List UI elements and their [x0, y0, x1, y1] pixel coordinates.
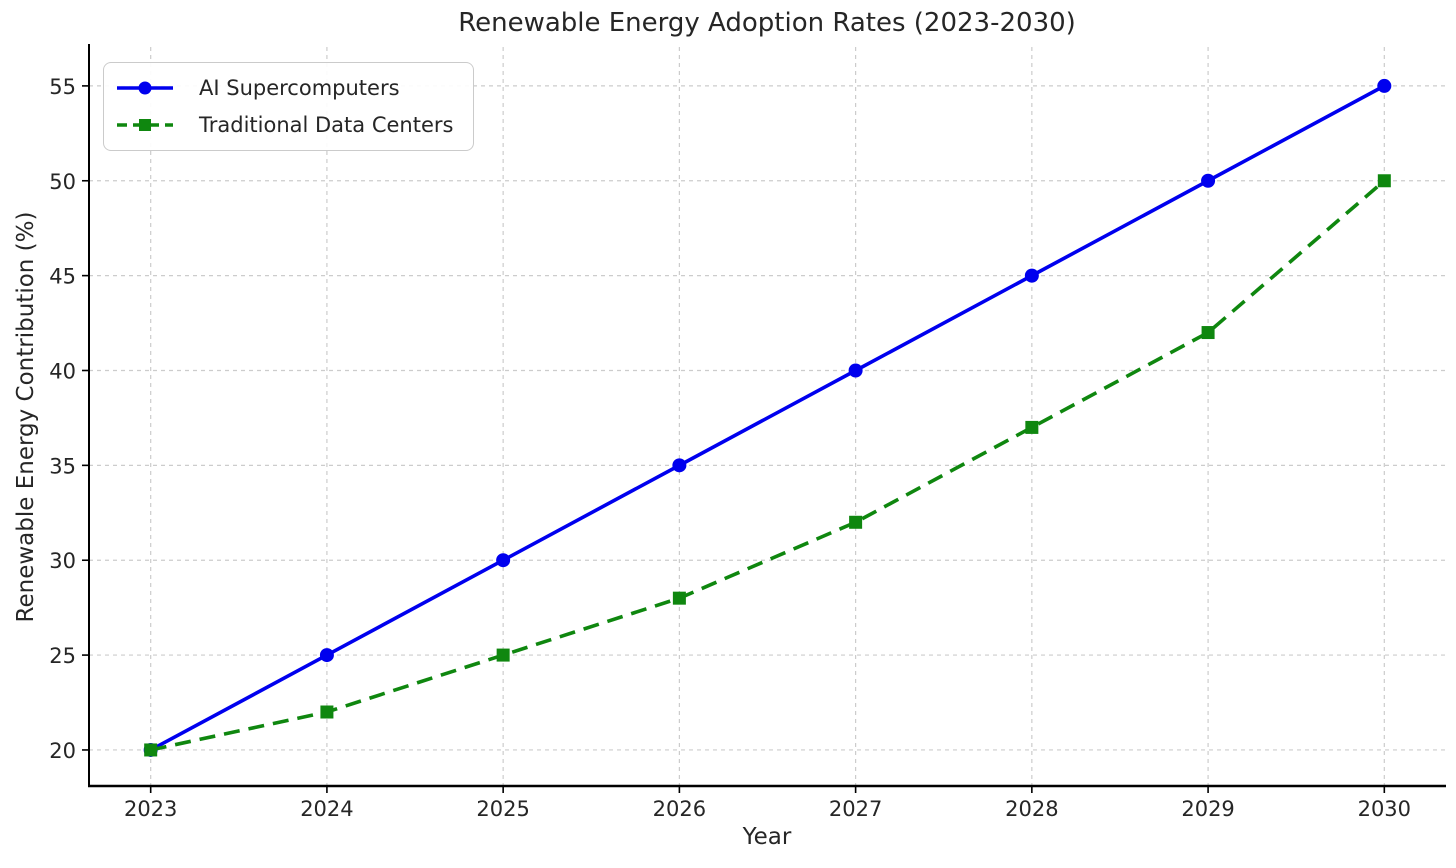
legend-marker-circle	[138, 81, 152, 95]
data-point-square	[849, 515, 863, 529]
data-point-circle	[672, 458, 687, 473]
series-line-0	[149, 84, 1386, 752]
y-tick-label: 35	[49, 454, 76, 478]
data-point-square	[144, 743, 158, 757]
series-line-1	[150, 179, 1386, 752]
data-point-circle	[319, 648, 334, 663]
data-point-square	[672, 591, 686, 605]
x-tick-label: 2024	[300, 797, 353, 821]
y-tick-label: 45	[49, 265, 76, 289]
legend: AI Supercomputers Traditional Data Cente…	[103, 62, 475, 151]
legend-swatch-solid-circle-icon	[117, 81, 173, 95]
data-point-circle	[1377, 78, 1392, 93]
data-point-square	[496, 648, 510, 662]
data-point-square	[320, 705, 334, 719]
legend-swatch-dashed-square-icon	[117, 119, 173, 131]
data-point-circle	[848, 363, 863, 378]
data-point-square	[1201, 326, 1215, 340]
x-tick-label: 2030	[1358, 797, 1411, 821]
y-tick-label: 55	[49, 75, 76, 99]
data-point-square	[1377, 174, 1391, 188]
x-tick-label: 2025	[476, 797, 529, 821]
legend-label: AI Supercomputers	[199, 76, 400, 100]
y-tick-label: 20	[49, 739, 76, 763]
y-tick-label: 30	[49, 549, 76, 573]
y-tick-label: 50	[49, 170, 76, 194]
data-point-circle	[1024, 268, 1039, 283]
y-axis-label: Renewable Energy Contribution (%)	[13, 211, 39, 623]
x-tick-label: 2029	[1181, 797, 1234, 821]
chart-title: Renewable Energy Adoption Rates (2023-20…	[458, 8, 1076, 38]
legend-item-traditional-data-centers: Traditional Data Centers	[116, 109, 453, 141]
data-point-circle	[496, 553, 511, 568]
x-tick-label: 2023	[124, 797, 177, 821]
x-tick-label: 2026	[653, 797, 706, 821]
y-tick-label: 25	[49, 644, 76, 668]
x-axis-label: Year	[742, 824, 792, 850]
x-tick-label: 2027	[829, 797, 882, 821]
legend-label: Traditional Data Centers	[199, 113, 454, 137]
data-point-circle	[1201, 173, 1216, 188]
legend-marker-square	[139, 119, 151, 131]
x-tick-label: 2028	[1005, 797, 1058, 821]
data-point-square	[1025, 420, 1039, 434]
y-tick-label: 40	[49, 359, 76, 383]
legend-item-ai-supercomputers: AI Supercomputers	[116, 72, 453, 104]
